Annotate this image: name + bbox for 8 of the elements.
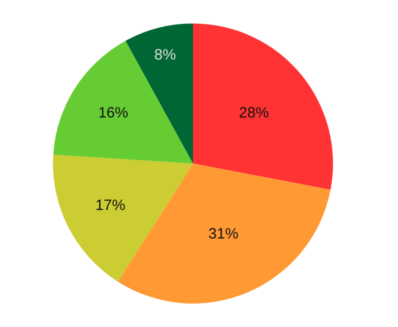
data-label: 17% bbox=[95, 197, 126, 214]
data-label: 16% bbox=[98, 104, 128, 122]
data-label: 8% bbox=[154, 46, 176, 64]
pie-slice bbox=[53, 40, 193, 164]
pie-slice bbox=[53, 154, 193, 282]
pie-slice bbox=[193, 24, 333, 190]
data-label: 28% bbox=[238, 104, 269, 122]
data-label: 31% bbox=[208, 225, 238, 242]
